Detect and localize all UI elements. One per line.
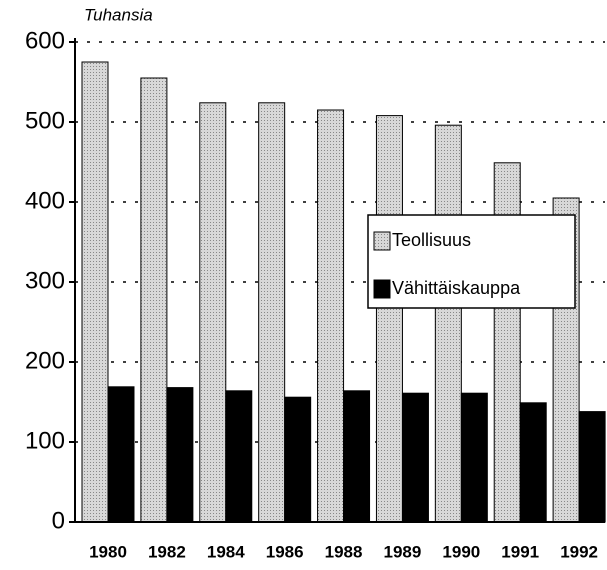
bar bbox=[166, 387, 194, 523]
legend-swatch bbox=[373, 231, 391, 251]
x-tick-label: 1984 bbox=[207, 542, 245, 561]
bar bbox=[519, 402, 547, 523]
x-tick-label: 1992 bbox=[560, 542, 598, 561]
x-tick-label: 1988 bbox=[325, 542, 363, 561]
bar bbox=[343, 390, 371, 523]
legend bbox=[367, 214, 576, 309]
bar bbox=[225, 390, 253, 523]
y-tick-label: 200 bbox=[25, 347, 65, 374]
bar bbox=[434, 124, 462, 523]
y-tick-label: 400 bbox=[25, 187, 65, 214]
bar bbox=[284, 396, 312, 523]
y-axis-label: Tuhansia bbox=[84, 5, 153, 24]
y-tick-label: 100 bbox=[25, 427, 65, 454]
bar bbox=[460, 392, 488, 523]
bar bbox=[81, 61, 109, 523]
bar bbox=[401, 392, 429, 523]
legend-swatch bbox=[373, 279, 391, 299]
legend-label: Vähittäiskauppa bbox=[392, 278, 521, 298]
x-tick-label: 1980 bbox=[89, 542, 127, 561]
bar bbox=[140, 77, 168, 523]
bar bbox=[107, 386, 135, 523]
bar bbox=[258, 102, 286, 523]
x-tick-label: 1990 bbox=[442, 542, 480, 561]
bar bbox=[317, 109, 345, 523]
x-tick-label: 1989 bbox=[384, 542, 422, 561]
bar bbox=[578, 411, 606, 523]
x-tick-label: 1982 bbox=[148, 542, 186, 561]
x-tick-label: 1986 bbox=[266, 542, 304, 561]
y-tick-label: 0 bbox=[52, 507, 65, 534]
y-tick-label: 500 bbox=[25, 107, 65, 134]
bar bbox=[375, 115, 403, 523]
bar bbox=[199, 102, 227, 523]
legend-label: Teollisuus bbox=[392, 230, 471, 250]
y-tick-label: 300 bbox=[25, 267, 65, 294]
y-tick-label: 600 bbox=[25, 27, 65, 54]
x-tick-label: 1991 bbox=[501, 542, 539, 561]
